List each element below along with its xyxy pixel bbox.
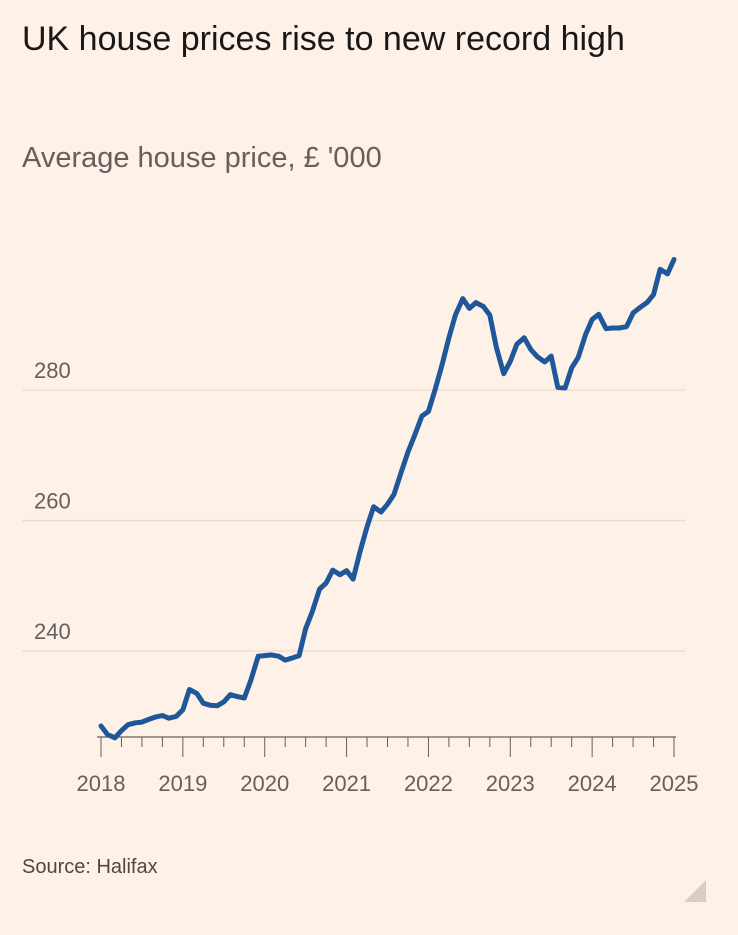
chart-subtitle: Average house price, £ '000 (22, 142, 382, 174)
x-tick-label-2021: 2021 (322, 771, 371, 796)
x-tick-label-2018: 2018 (77, 771, 126, 796)
x-tick-label-2024: 2024 (568, 771, 617, 796)
x-tick-label-2020: 2020 (240, 771, 289, 796)
x-tick-label-2023: 2023 (486, 771, 535, 796)
source-note: Source: Halifax (22, 856, 158, 878)
x-tick-label-2019: 2019 (158, 771, 207, 796)
y-tick-label-260: 260 (34, 489, 71, 514)
y-tick-label-280: 280 (34, 358, 71, 383)
y-tick-label-240: 240 (34, 619, 71, 644)
series-line-0 (98, 257, 677, 741)
chart-title: UK house prices rise to new record high (22, 20, 625, 58)
x-tick-label-2022: 2022 (404, 771, 453, 796)
corner-triangle-icon (684, 880, 706, 902)
x-tick-label-2025: 2025 (650, 771, 699, 796)
